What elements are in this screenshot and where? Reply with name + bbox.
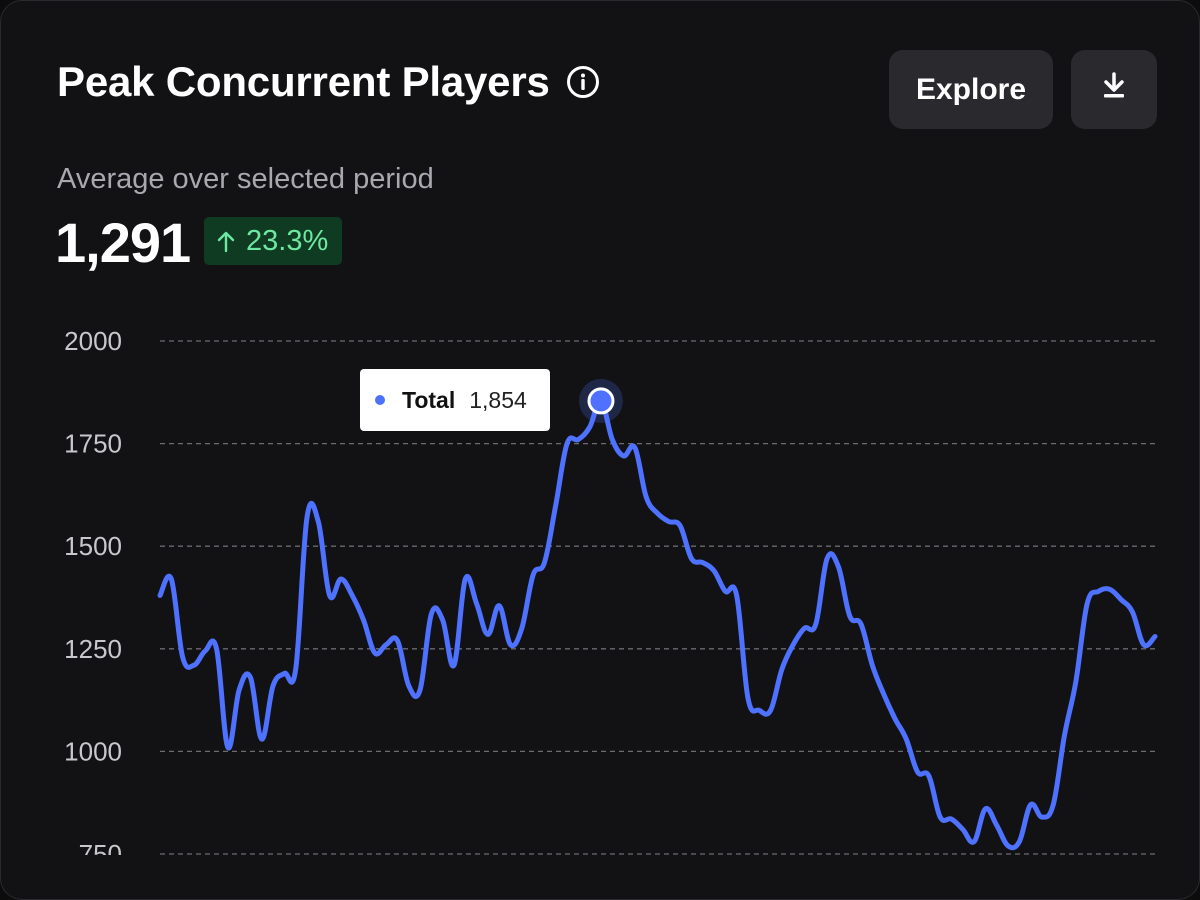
change-badge: 23.3%: [204, 217, 343, 265]
series-color-dot: [375, 395, 385, 405]
arrow-up-icon: [216, 229, 236, 253]
chart-tooltip: Total 1,854: [360, 369, 550, 431]
tooltip-series-label: Total: [402, 386, 456, 413]
average-value: 1,291: [55, 211, 191, 274]
series-line-total[interactable]: [157, 398, 1158, 851]
y-tick-label: 1250: [64, 634, 122, 664]
y-tick-label: 1000: [64, 736, 122, 766]
highlighted-point[interactable]: [587, 387, 615, 415]
y-tick-label: 2000: [64, 326, 122, 356]
line-chart: 2000 1750 1500 1250 1000 750: [64, 326, 1158, 855]
subtitle: Average over selected period: [57, 163, 434, 195]
download-button[interactable]: [1071, 50, 1157, 129]
title-row: Peak Concurrent Players: [57, 58, 600, 106]
y-tick-label: 1500: [64, 531, 122, 561]
chart-title: Peak Concurrent Players: [57, 58, 550, 105]
download-icon: [1100, 71, 1128, 109]
explore-button-label: Explore: [915, 72, 1027, 106]
info-icon[interactable]: [566, 65, 600, 99]
explore-button[interactable]: Explore: [889, 50, 1053, 129]
y-tick-label: 1750: [64, 429, 122, 459]
tooltip-value: 1,854: [469, 386, 527, 413]
change-value: 23.3%: [246, 224, 329, 257]
y-tick-label: 750: [79, 839, 122, 855]
